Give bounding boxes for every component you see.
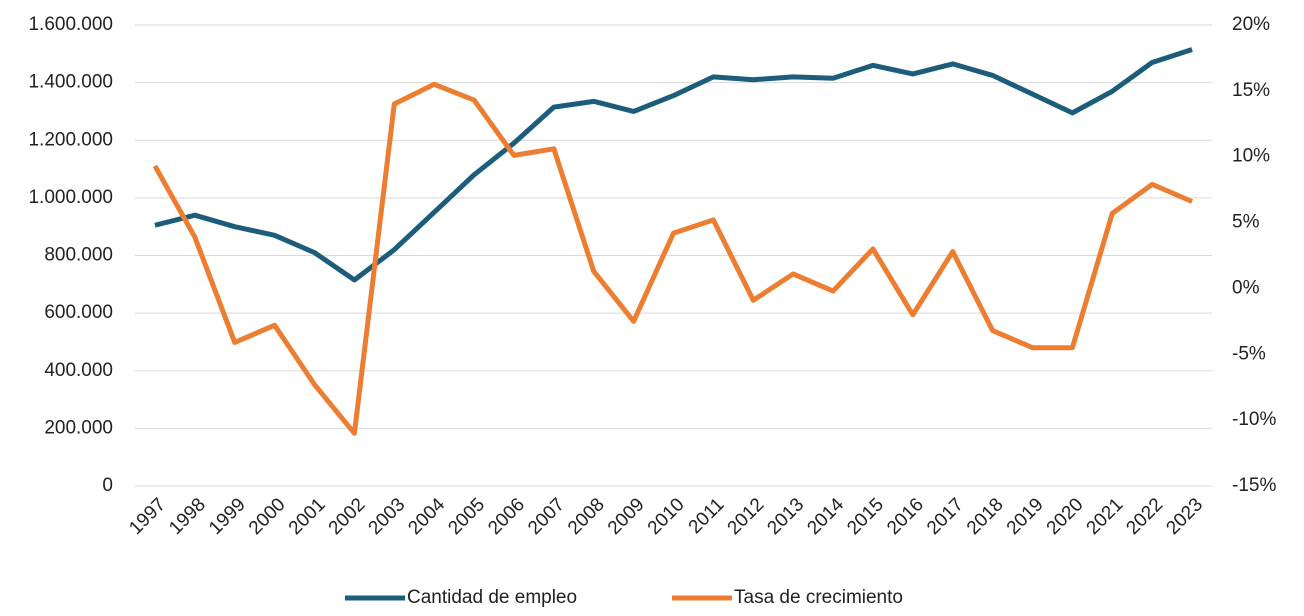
x-tick-label: 1999	[205, 494, 250, 539]
x-tick-label: 2022	[1123, 494, 1168, 539]
y-tick-label: 1.600.000	[28, 14, 113, 35]
x-tick-label: 2020	[1043, 494, 1088, 539]
x-tick-label: 2018	[963, 494, 1008, 539]
x-tick-label: 1997	[125, 494, 170, 539]
y2-tick-label: 0%	[1232, 277, 1260, 298]
y-tick-label: 1.400.000	[28, 72, 113, 93]
x-tick-label: 2006	[484, 494, 529, 539]
y2-tick-label: 20%	[1232, 14, 1270, 35]
x-tick-label: 2010	[644, 494, 689, 539]
y-tick-label: 400.000	[44, 360, 113, 381]
y2-tick-label: 5%	[1232, 212, 1260, 233]
x-tick-label: 2016	[883, 494, 928, 539]
y-tick-label: 600.000	[44, 302, 113, 323]
x-tick-label: 2002	[325, 494, 370, 539]
x-tick-label: 2012	[724, 494, 769, 539]
y2-tick-label: 15%	[1232, 80, 1270, 101]
x-tick-label: 2005	[444, 494, 489, 539]
x-tick-label: 2011	[685, 494, 729, 538]
x-tick-label: 2004	[405, 494, 450, 539]
legend-label: Cantidad de empleo	[407, 587, 577, 608]
x-tick-label: 1998	[165, 494, 210, 539]
x-tick-label: 2013	[764, 494, 809, 539]
x-tick-label: 2009	[604, 494, 649, 539]
y-tick-label: 0	[102, 475, 113, 496]
y-tick-label: 1.000.000	[28, 187, 113, 208]
y2-tick-label: -15%	[1232, 475, 1276, 496]
x-tick-label: 2008	[564, 494, 609, 539]
x-tick-label: 2021	[1083, 494, 1128, 539]
line-series	[154, 47, 1193, 283]
x-tick-label: 2001	[285, 494, 330, 539]
y2-tick-label: -10%	[1232, 409, 1276, 430]
x-tick-label: 2000	[245, 494, 290, 539]
y-tick-label: 200.000	[44, 417, 113, 438]
x-tick-label: 2014	[803, 494, 848, 539]
x-tick-label: 2003	[365, 494, 410, 539]
y-tick-label: 800.000	[44, 245, 113, 266]
y2-tick-label: 10%	[1232, 146, 1270, 167]
x-tick-label: 2015	[843, 494, 888, 539]
x-tick-label: 2023	[1162, 494, 1207, 539]
x-tick-label: 2007	[524, 494, 569, 539]
line-series	[152, 81, 1194, 436]
x-tick-label: 2019	[1003, 494, 1048, 539]
y-tick-label: 1.200.000	[28, 129, 113, 150]
x-tick-label: 2017	[923, 494, 968, 539]
legend-label: Tasa de crecimiento	[734, 587, 903, 608]
y2-tick-label: -5%	[1232, 343, 1266, 364]
